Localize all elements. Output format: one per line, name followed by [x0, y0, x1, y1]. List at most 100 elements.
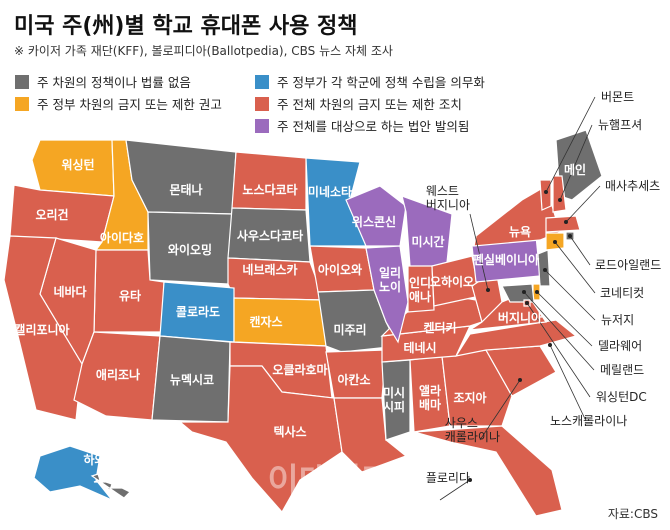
state [537, 249, 551, 287]
state-label: 오클라호마 [272, 363, 328, 377]
leader-dot [535, 290, 539, 294]
leader-dot [568, 234, 572, 238]
state-label: 뉴욕 [508, 225, 532, 239]
leader-dot [548, 343, 552, 347]
state-label: 플로리다 [425, 471, 470, 485]
state [413, 425, 563, 517]
leader-line [544, 269, 596, 321]
legend-label: 주 전체 차원의 금지 또는 제한 조치 [277, 97, 462, 112]
leader-line [559, 124, 593, 201]
state [90, 473, 132, 499]
state-label: 인디 애나 [408, 276, 432, 304]
state-label: 몬태나 [169, 183, 203, 197]
leader-line [545, 96, 596, 193]
state-label: 하와이 [83, 453, 117, 467]
state-label: 네브래스카 [242, 263, 298, 277]
leader-dot [543, 268, 547, 272]
state-label: 알래스카 [39, 497, 85, 511]
state-label: 코네티컷 [600, 286, 645, 300]
source: 자료:CBS [607, 507, 658, 521]
state [545, 215, 581, 233]
leader-line [439, 479, 471, 501]
state [33, 445, 113, 501]
state-label: 워싱턴DC [596, 390, 647, 404]
leader-dot [558, 198, 562, 202]
legend-label: 주 전체를 대상으로 하는 법안 발의됨 [277, 119, 470, 134]
state [3, 235, 83, 421]
legend-item: 주 전체를 대상으로 하는 법안 발의됨 [255, 116, 469, 135]
leader-line [554, 241, 596, 294]
state-label: 콜로라도 [175, 305, 221, 319]
state-label: 사우스 캐롤라이나 [444, 416, 500, 444]
leader-line [565, 185, 601, 223]
state-label: 뉴저지 [601, 313, 635, 327]
state-label: 미시 시피 [382, 386, 406, 414]
state [407, 265, 435, 313]
state-label: 버몬트 [601, 90, 635, 104]
leader-line [479, 379, 521, 441]
leader-dot [518, 378, 522, 382]
leader-dot [553, 240, 557, 244]
leader-dot [564, 220, 568, 224]
legend-label: 주 정부가 각 학군에 정책 수립을 의무화 [277, 75, 485, 90]
state-label: 미주리 [333, 323, 367, 337]
state [365, 245, 409, 344]
state-label: 미시간 [411, 235, 445, 249]
state [454, 319, 578, 357]
state-label: 메인 [563, 163, 587, 177]
legend-item: 주 전체 차원의 금지 또는 제한 조치 [255, 94, 462, 113]
watermark: 이데일리 [267, 461, 393, 502]
state [552, 175, 567, 213]
leader-dot [468, 478, 472, 482]
state [539, 179, 552, 211]
state-label: 워싱턴 [61, 158, 95, 172]
legend-item: 주 차원의 정책이나 법률 없음 [15, 72, 191, 91]
state [345, 185, 407, 247]
state-label: 델라웨어 [598, 339, 643, 353]
leader-dot [486, 288, 490, 292]
state-label: 루이지애나 [350, 473, 406, 487]
leader-dot [544, 190, 548, 194]
state-label: 노스캐롤라이나 [550, 414, 628, 428]
state-label: 매사추세츠 [605, 179, 661, 193]
legend-swatch [15, 74, 29, 89]
state [178, 365, 343, 514]
leader-line [469, 213, 489, 291]
state-label: 켄터키 [423, 321, 457, 335]
legend-swatch [15, 96, 29, 111]
state-label: 테네시 [403, 341, 437, 355]
state-label: 메릴랜드 [600, 363, 645, 377]
state [333, 397, 408, 473]
state-label: 유타 [118, 289, 142, 303]
legend-swatch [255, 96, 269, 111]
state-label: 텍사스 [273, 425, 307, 439]
title: 미국 주(州)별 학교 휴대폰 사용 정책 [14, 14, 358, 39]
state-label: 노스다코타 [242, 183, 298, 197]
state-label: 버지니아 [497, 311, 543, 325]
state-label: 캘리포니아 [14, 323, 70, 337]
leader-dot [525, 301, 529, 305]
subtitle: ※ 카이저 가족 재단(KFF), 볼로피디아(Ballotpedia), CB… [14, 44, 393, 58]
state-label: 조지아 [453, 391, 487, 405]
legend-label: 주 정부 차원의 금지 또는 제한 권고 [37, 97, 222, 112]
leader-dot [522, 290, 526, 294]
state-label: 오리건 [35, 208, 69, 222]
legend-swatch [255, 74, 269, 89]
state-label: 와이오밍 [167, 243, 213, 257]
state-label: 캔자스 [249, 315, 283, 329]
state-label: 네바다 [53, 285, 87, 299]
leader-line [549, 344, 587, 422]
state [231, 151, 307, 211]
legend-swatch [255, 118, 269, 133]
state-label: 일리 노이 [378, 266, 402, 294]
leader-line [569, 235, 591, 266]
leader-line [526, 302, 591, 398]
state-label: 펜실베이니아 [472, 253, 540, 267]
state [501, 283, 535, 303]
state-label: 아이오와 [317, 263, 363, 277]
state-label: 사우스다코타 [236, 229, 304, 243]
leader-line [523, 291, 595, 371]
state-label: 아칸소 [337, 373, 371, 387]
state-label: 뉴햄프셔 [598, 118, 643, 132]
